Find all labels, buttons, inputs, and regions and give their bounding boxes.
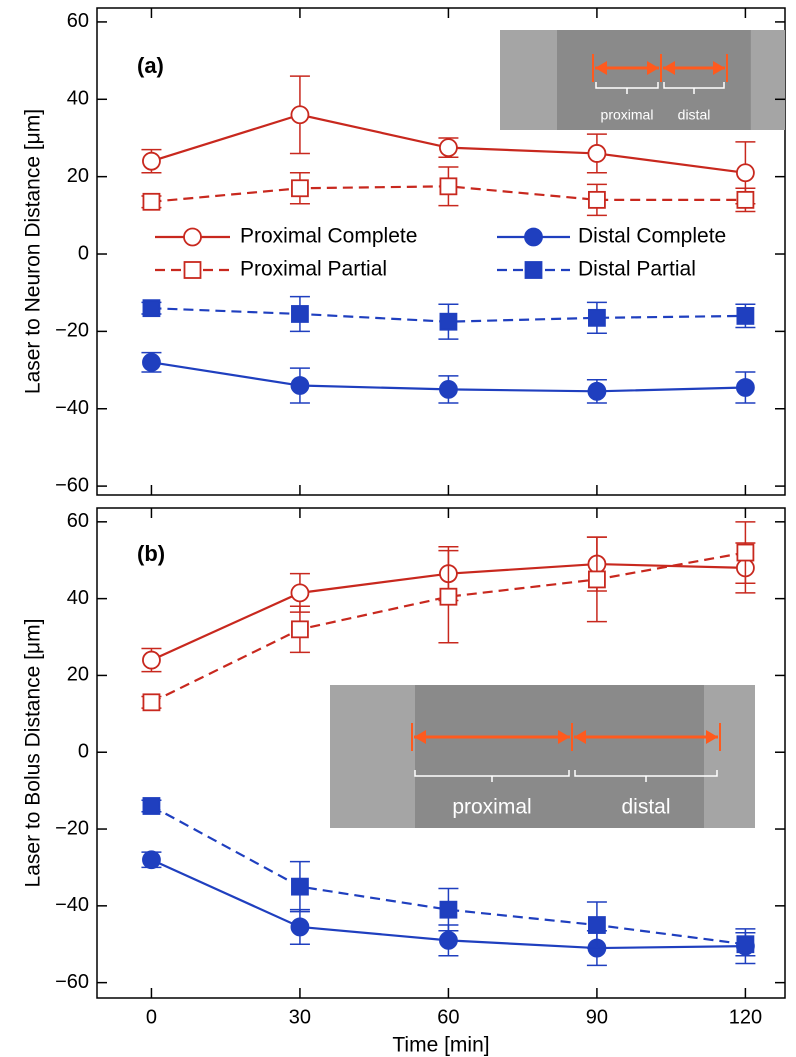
- marker: [439, 900, 458, 919]
- marker: [736, 307, 755, 325]
- marker: [142, 850, 161, 870]
- marker: [588, 916, 606, 934]
- marker: [290, 376, 310, 395]
- inset-label: proximal: [601, 107, 654, 123]
- y-tick-label: 40: [67, 587, 89, 609]
- marker: [587, 381, 607, 401]
- marker: [587, 144, 607, 163]
- marker: [736, 378, 755, 397]
- marker: [588, 570, 606, 589]
- y-tick-label: 60: [67, 10, 89, 32]
- marker: [142, 192, 161, 211]
- inset-label: proximal: [452, 796, 531, 819]
- marker: [290, 105, 310, 125]
- y-tick-label: −40: [55, 397, 89, 419]
- y-tick-label: −60: [55, 474, 89, 496]
- inset-bracket: [595, 82, 659, 94]
- marker: [736, 163, 755, 183]
- marker: [142, 650, 161, 670]
- marker: [291, 305, 309, 323]
- x-axis-label: Time [min]: [392, 1034, 489, 1057]
- x-tick-label: 0: [146, 1006, 157, 1028]
- legend-marker: [524, 261, 543, 279]
- inset-image: proximal distal: [330, 685, 755, 828]
- legend-marker: [183, 261, 202, 279]
- inset-cell-right: [750, 30, 785, 130]
- legend-label: Proximal Partial: [240, 258, 387, 281]
- y-tick-label: 0: [78, 741, 89, 763]
- marker: [736, 543, 755, 562]
- marker: [142, 693, 161, 712]
- marker: [439, 138, 458, 158]
- inset-label: distal: [678, 107, 711, 123]
- marker: [291, 877, 309, 896]
- y-tick-label: −20: [55, 320, 89, 342]
- marker: [142, 352, 161, 372]
- marker: [736, 935, 755, 954]
- panel: proximal distal −60 −40 −20 0 20 40 60 0 30 60 90 120…: [22, 507, 786, 1057]
- series-line: [150, 805, 746, 946]
- marker: [588, 190, 606, 209]
- marker: [439, 587, 458, 606]
- y-tick-label: 20: [67, 664, 89, 686]
- marker: [439, 312, 458, 331]
- plot-frame: [96, 507, 786, 999]
- legend-marker: [524, 227, 543, 247]
- legend-marker: [183, 227, 202, 247]
- x-tick-label: 60: [437, 1006, 459, 1028]
- inset-label: distal: [621, 796, 670, 819]
- marker: [142, 797, 161, 815]
- panel-label: (a): [137, 53, 164, 78]
- x-tick-label: 30: [289, 1006, 311, 1028]
- marker: [439, 379, 458, 399]
- inset-image: proximal distal: [500, 30, 785, 130]
- inset-bracket: [663, 82, 725, 94]
- legend-label: Distal Complete: [578, 225, 726, 248]
- y-tick-label: 40: [67, 88, 89, 110]
- legend-label: Distal Partial: [578, 258, 696, 281]
- y-axis-label: Laser to Neuron Distance [μm]: [22, 109, 45, 394]
- y-tick-label: −20: [55, 817, 89, 839]
- y-tick-label: 20: [67, 165, 89, 187]
- y-tick-label: 0: [78, 242, 89, 264]
- marker: [290, 583, 310, 603]
- x-tick-label: 90: [586, 1006, 608, 1028]
- inset-bracket: [414, 770, 570, 782]
- y-axis-label: Laser to Bolus Distance [μm]: [22, 619, 45, 888]
- marker: [291, 620, 309, 639]
- inset-bracket: [574, 770, 718, 782]
- inset-cell-right: [704, 685, 755, 828]
- marker: [439, 177, 458, 196]
- marker: [736, 190, 755, 209]
- marker: [439, 930, 458, 950]
- marker: [142, 299, 161, 318]
- series-line: [150, 551, 746, 704]
- panel: proximal distal −60 −40 −20 0 20 40 60 Laser to N…: [22, 7, 786, 496]
- panel-label: (b): [137, 541, 165, 566]
- legend-label: Proximal Complete: [240, 225, 417, 248]
- y-tick-label: −40: [55, 894, 89, 916]
- y-tick-label: −60: [55, 971, 89, 993]
- marker: [290, 917, 310, 937]
- marker: [588, 308, 606, 327]
- x-tick-label: 120: [729, 1006, 762, 1028]
- inset-cell-left: [500, 30, 557, 130]
- y-tick-label: 60: [67, 510, 89, 532]
- plot-frame: [96, 7, 786, 496]
- inset-cell-left: [330, 685, 415, 828]
- marker: [291, 179, 309, 198]
- marker: [142, 151, 161, 171]
